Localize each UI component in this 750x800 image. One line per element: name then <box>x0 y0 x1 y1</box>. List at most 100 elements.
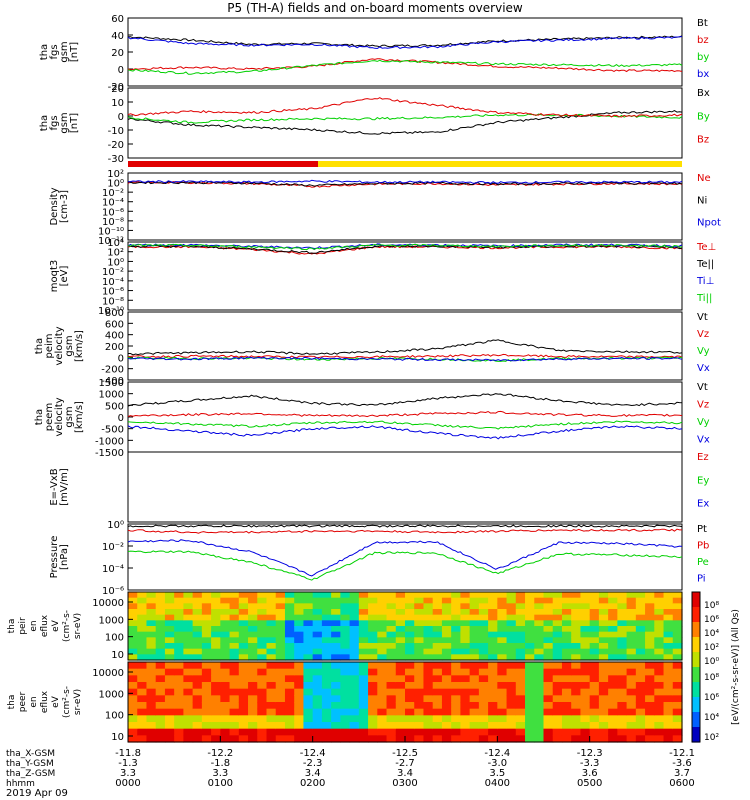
series-line-Vy <box>127 420 683 430</box>
panel-ylabel: [eV] <box>59 266 70 287</box>
colorbar-cell <box>692 738 700 743</box>
legend-entry: Ez <box>697 452 709 463</box>
spectrogram-cell <box>432 662 443 670</box>
panel-ylabel: [nT] <box>69 113 80 133</box>
footer-value: 3.6 <box>582 768 598 779</box>
ytick-label: -30 <box>108 154 124 165</box>
spectrogram-cell <box>128 735 138 743</box>
spectrogram-cell <box>386 631 397 638</box>
spectrogram-cell <box>349 715 360 723</box>
footer-value: -2.7 <box>395 758 415 769</box>
chart-title: P5 (TH-A) fields and on-board moments ov… <box>227 1 523 15</box>
panel-ylabel: tha <box>39 115 50 131</box>
spectrogram-cell <box>358 735 369 743</box>
spectrogram-cell <box>525 682 535 690</box>
ytick-label: 10⁻⁴ <box>102 198 124 209</box>
spectrogram-cell <box>654 620 665 627</box>
spectrogram-cell <box>515 592 526 599</box>
ytick-label: 1500 <box>99 378 124 389</box>
spectrogram-cell <box>488 662 498 670</box>
spectrogram-cell <box>266 708 277 716</box>
spectrogram-cell <box>284 597 295 604</box>
spectrogram-cell <box>128 620 138 627</box>
spectrogram-cell <box>248 631 258 638</box>
spectrogram-cell <box>460 592 471 599</box>
spectrogram-cell <box>220 728 231 736</box>
spectrogram-cell <box>266 654 277 661</box>
spectrogram-cell <box>414 597 425 604</box>
spectrogram-cell <box>423 708 434 716</box>
spectrogram-cell <box>451 626 461 633</box>
spectrogram-cell <box>405 722 415 730</box>
spectrogram-cell <box>248 715 258 723</box>
spectrogram-cell <box>192 609 203 616</box>
spectrogram-cell <box>183 728 194 736</box>
spectrogram-cell <box>525 592 535 599</box>
spectrogram-cell <box>238 702 249 710</box>
spectrogram-cell <box>294 688 305 696</box>
spectrogram-cell <box>672 708 683 716</box>
spectrogram-cell <box>405 626 415 633</box>
spectrogram-cell <box>451 702 461 710</box>
spectrogram-cell <box>331 735 341 743</box>
spectrogram-cell <box>312 668 323 676</box>
spectrogram-cell <box>672 702 683 710</box>
spectrogram-cell <box>303 648 314 655</box>
spectrogram-cell <box>543 592 554 599</box>
spectrogram-cell <box>395 675 406 683</box>
spectrogram-cell <box>146 603 157 610</box>
spectrogram-cell <box>294 592 305 599</box>
spectrogram-cell <box>672 648 683 655</box>
spectrogram-cell <box>137 631 148 638</box>
colorbar-cell <box>692 708 700 713</box>
spectrogram-cell <box>478 631 489 638</box>
panel-frame <box>127 381 683 453</box>
spectrogram-cell <box>561 609 572 616</box>
spectrogram-cell <box>303 609 314 616</box>
spectrogram-cell <box>497 626 508 633</box>
spectrogram-cell <box>275 728 286 736</box>
spectrogram-cell <box>598 631 609 638</box>
spectrogram-cell <box>663 631 674 638</box>
spectrogram-cell <box>460 637 471 644</box>
spectrogram-cell <box>229 722 240 730</box>
spectrogram-cell <box>377 637 388 644</box>
spectrogram-cell <box>211 654 221 661</box>
spectrogram-cell <box>608 637 618 644</box>
spectrogram-cell <box>155 614 166 621</box>
spectrogram-cell <box>663 620 674 627</box>
spectrogram-cell <box>238 614 249 621</box>
panel-ylabel: gsm <box>59 41 70 62</box>
spectrogram-cell <box>146 675 157 683</box>
spectrogram-cell <box>229 735 240 743</box>
spectrogram-cell <box>349 668 360 676</box>
spectrogram-cell <box>201 609 212 616</box>
spectrogram-cell <box>543 603 554 610</box>
spectrogram-cell <box>164 702 175 710</box>
spectrogram-cell <box>229 695 240 703</box>
colorbar-tick: 10⁸ <box>704 673 719 683</box>
spectrogram-cell <box>349 708 360 716</box>
spectrogram-cell <box>386 708 397 716</box>
spectrogram-cell <box>663 728 674 736</box>
spectrogram-cell <box>128 631 138 638</box>
colorbar-cell <box>692 637 700 642</box>
spectrogram-cell <box>534 695 545 703</box>
spectrogram-cell <box>201 648 212 655</box>
spectrogram-cell <box>635 609 646 616</box>
spectrogram-cell <box>238 597 249 604</box>
spectrogram-cell <box>617 643 628 650</box>
spectrogram-cell <box>654 722 665 730</box>
spectrogram-cell <box>395 708 406 716</box>
spectrogram-cell <box>580 614 591 621</box>
spectrogram-cell <box>201 722 212 730</box>
spectrogram-cell <box>469 637 480 644</box>
spectrogram-cell <box>284 728 295 736</box>
spectrogram-cell <box>552 609 563 616</box>
spectrogram-cell <box>294 708 305 716</box>
spectrogram-cell <box>543 637 554 644</box>
spectrogram-cell <box>534 597 545 604</box>
spectrogram-cell <box>432 631 443 638</box>
spectrogram-cell <box>663 735 674 743</box>
spectrogram-cell <box>432 637 443 644</box>
